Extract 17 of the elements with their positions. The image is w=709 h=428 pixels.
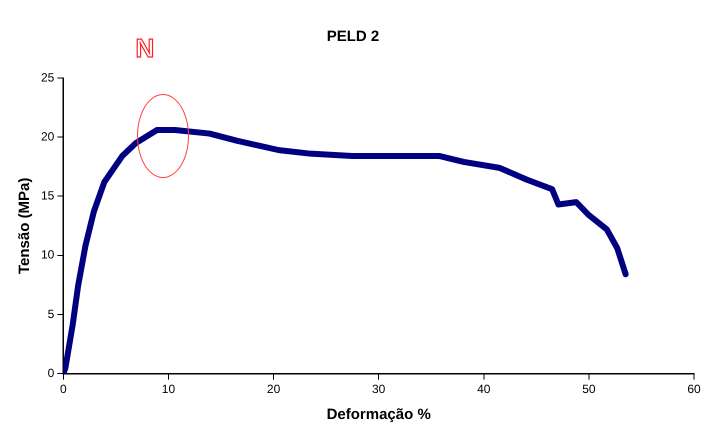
x-tick-label: 50 — [582, 382, 596, 396]
x-tick-label: 20 — [266, 382, 281, 396]
y-tick-label: 15 — [40, 188, 55, 203]
x-tick-label: 60 — [687, 382, 701, 396]
chart-title: PELD 2 — [326, 28, 380, 46]
y-tick-label: 0 — [48, 366, 55, 380]
y-axis-title: Tensão (MPa) — [16, 178, 34, 274]
x-tick-label: 30 — [372, 382, 386, 396]
y-tick-label: 25 — [40, 70, 55, 84]
x-tick-label: 0 — [60, 382, 68, 396]
y-tick-label: 5 — [48, 306, 55, 321]
y-tick-label: 10 — [40, 248, 55, 262]
x-axis-title: Deformação % — [326, 406, 431, 424]
x-tick-label: 10 — [162, 382, 176, 396]
y-tick-label: 20 — [40, 129, 55, 144]
text: N — [136, 33, 154, 64]
x-tick-label: 40 — [477, 382, 491, 396]
